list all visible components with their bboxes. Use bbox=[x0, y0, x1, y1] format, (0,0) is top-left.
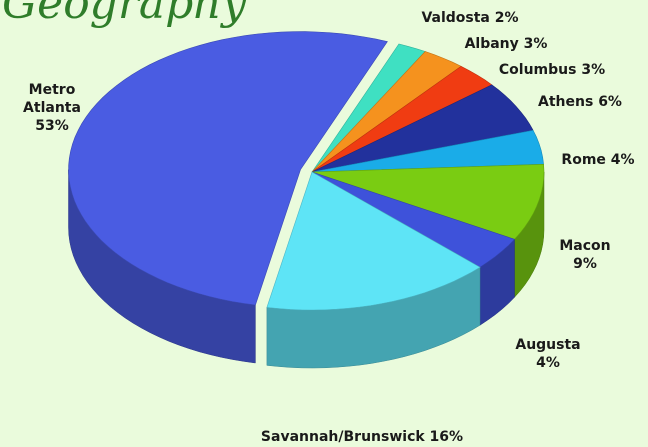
value-label: 9% bbox=[573, 256, 597, 272]
value-label: 2% bbox=[494, 10, 519, 26]
slice bbox=[68, 31, 388, 306]
value-label: 4% bbox=[610, 152, 635, 168]
slice-label: Metro Atlanta 53% bbox=[17, 81, 87, 135]
value-label: 16% bbox=[429, 429, 464, 445]
value-label: 53% bbox=[35, 118, 69, 134]
slice-label: Albany 3% bbox=[465, 35, 548, 53]
value-label: 6% bbox=[598, 94, 622, 110]
slice bbox=[311, 84, 534, 173]
slice-label: Valdosta 2% bbox=[421, 9, 518, 27]
slice-label: Augusta 4% bbox=[513, 336, 583, 372]
slice-tops bbox=[68, 31, 545, 311]
slice bbox=[266, 171, 481, 311]
category-name: Rome bbox=[561, 152, 606, 168]
slice bbox=[311, 163, 545, 240]
slice-sides bbox=[68, 169, 545, 369]
category-name: Athens bbox=[538, 94, 594, 110]
slice-label: Savannah/Brunswick 16% bbox=[261, 428, 463, 446]
category-name: Augusta bbox=[515, 337, 581, 353]
category-name: Albany bbox=[464, 36, 519, 52]
slice-label: Rome 4% bbox=[561, 151, 634, 169]
category-name: Savannah/Brunswick bbox=[260, 429, 425, 445]
category-name: Macon bbox=[559, 238, 611, 254]
value-label: 3% bbox=[523, 36, 548, 52]
category-name: Metro Atlanta bbox=[23, 82, 81, 116]
value-label: 3% bbox=[581, 62, 606, 78]
category-name: Columbus bbox=[498, 62, 577, 78]
slice-label: Macon 9% bbox=[550, 237, 620, 273]
category-name: Valdosta bbox=[421, 10, 490, 26]
chart-title: Geography bbox=[2, 0, 247, 29]
slice-label: Columbus 3% bbox=[499, 61, 605, 79]
slice bbox=[311, 171, 516, 268]
value-label: 4% bbox=[536, 355, 560, 371]
slice-label: Athens 6% bbox=[538, 93, 622, 111]
slice bbox=[311, 129, 544, 173]
